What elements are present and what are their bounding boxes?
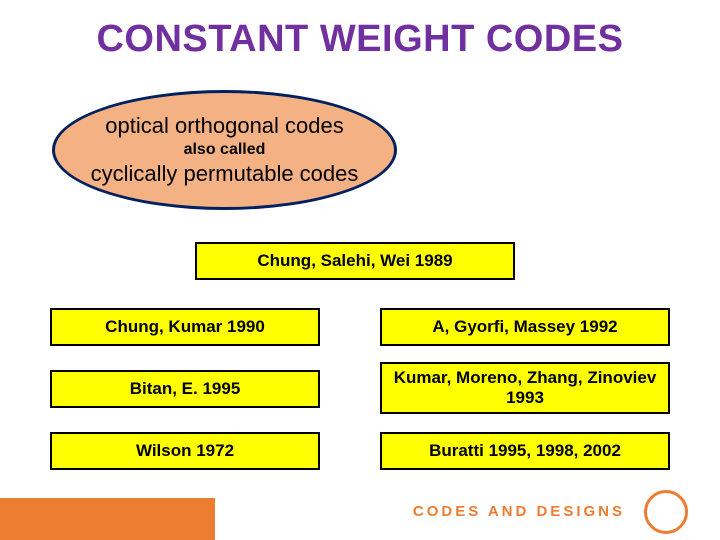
- reference-box-top: Chung, Salehi, Wei 1989: [195, 242, 515, 280]
- ellipse-line-1: optical orthogonal codes: [105, 113, 344, 139]
- footer-accent-bar: [0, 498, 215, 540]
- footer-text: CODES AND DESIGNS: [413, 503, 625, 520]
- reference-box-left-3: Wilson 1972: [50, 432, 320, 470]
- ellipse-line-2: also called: [184, 141, 266, 159]
- reference-box-right-1: A, Gyorfi, Massey 1992: [380, 308, 670, 346]
- footer-circle-icon: [644, 490, 688, 534]
- reference-box-right-2: Kumar, Moreno, Zhang, Zinoviev 1993: [380, 362, 670, 414]
- ellipse-line-3: cyclically permutable codes: [91, 161, 359, 187]
- topic-ellipse: optical orthogonal codes also called cyc…: [52, 90, 397, 210]
- reference-box-left-2: Bitan, E. 1995: [50, 370, 320, 408]
- slide-title: CONSTANT WEIGHT CODES: [0, 0, 720, 61]
- reference-box-left-1: Chung, Kumar 1990: [50, 308, 320, 346]
- reference-box-right-3: Buratti 1995, 1998, 2002: [380, 432, 670, 470]
